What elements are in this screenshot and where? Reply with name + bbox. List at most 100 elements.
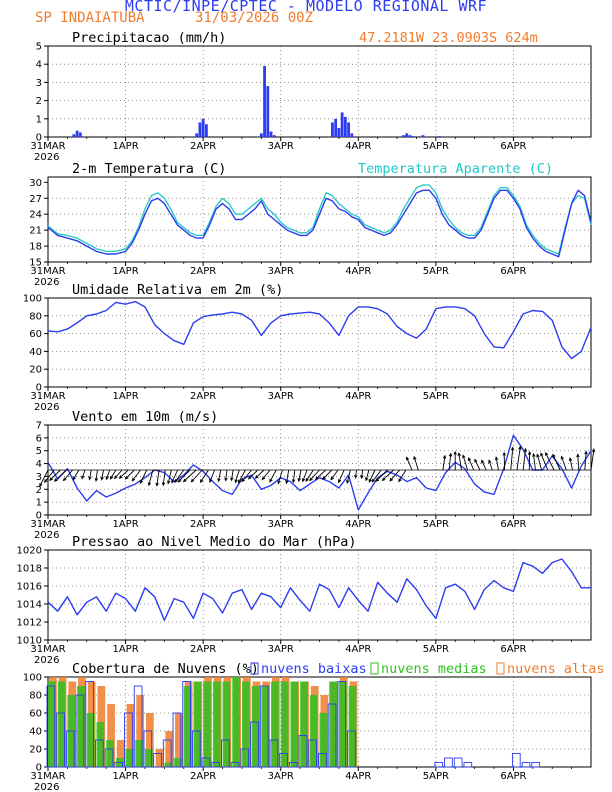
temp-ytick-label: 15 — [29, 258, 42, 269]
rh-title: Umidade Relativa em 2m (%) — [72, 282, 283, 298]
clouds-xtick-label: 1APR — [112, 771, 138, 782]
clouds-title: Cobertura de Nuvens (%) — [72, 661, 259, 677]
cloud-bar-low — [463, 762, 473, 768]
wind-arrow — [167, 469, 172, 484]
wind-arrow — [110, 469, 117, 480]
cloud-bar-low — [318, 753, 327, 768]
cloud-legend-box — [370, 662, 379, 675]
wind-arrow — [584, 451, 587, 471]
wind-arrow-head — [560, 455, 564, 460]
cloud-bar-mid — [164, 762, 173, 767]
wind-arrow — [39, 469, 49, 487]
wind-arrow — [183, 469, 197, 482]
precip-title: Precipitacao (mm/h) — [72, 30, 226, 46]
wind-arrow — [365, 469, 370, 481]
cloud-bar-mid — [86, 713, 95, 767]
cloud-bar-mid — [309, 695, 318, 767]
wind-arrow — [200, 469, 209, 483]
wind-arrow-head — [161, 482, 166, 487]
precip-bar — [75, 130, 79, 137]
wind-arrow — [309, 469, 320, 481]
wind-arrow-head — [552, 453, 556, 458]
model-title: MCTIC/INPE/CPTEC - MODELO REGIONAL WRF — [124, 0, 488, 15]
wind-arrow-head — [518, 445, 522, 450]
wind-arrow — [174, 469, 185, 483]
wind-arrow — [89, 469, 92, 480]
precip-xtick-label: 6APR — [500, 141, 526, 152]
temp-ytick-label: 21 — [29, 226, 42, 237]
cloud-bar-low — [182, 681, 191, 768]
wind-arrow-head — [291, 479, 296, 484]
wind-arrow — [217, 469, 222, 482]
wind-arrow — [269, 469, 277, 482]
wind-arrow-head — [269, 478, 273, 483]
temp-title: 2-m Temperatura (C) — [72, 161, 226, 177]
wind-arrow-head — [309, 477, 313, 482]
cloud-bar-high — [136, 695, 145, 767]
wind-arrow-head — [389, 477, 394, 482]
precip-bar — [437, 136, 441, 137]
wind-arrow-head — [305, 478, 309, 482]
wind-arrow-head — [241, 478, 246, 483]
temp-apparent-line — [47, 184, 592, 255]
wind-arrow — [305, 469, 314, 482]
cloud-bar-mid — [241, 681, 250, 767]
cloud-bar-low — [230, 762, 240, 768]
wind-ytick-label: 6 — [36, 433, 42, 444]
precip-bar — [331, 122, 334, 137]
wind-arrow-head — [53, 478, 58, 482]
wind-ytick-label: 7 — [36, 421, 42, 432]
cloud-bar-mid — [106, 740, 114, 767]
cloud-bar-mid — [135, 740, 144, 767]
wind-arrow-head — [238, 479, 242, 484]
wind-arrow-head — [536, 453, 540, 458]
wind-arrow — [346, 469, 351, 484]
wind-ytick-label: 1 — [36, 498, 42, 509]
wind-arrow-head — [297, 477, 301, 483]
wind-arrow — [298, 469, 302, 482]
temp-xtick-label: 31MAR — [30, 266, 65, 277]
wind-arrow-head — [368, 478, 372, 483]
temp-line — [47, 189, 592, 258]
wind-arrow — [241, 469, 252, 482]
wind-arrow — [156, 469, 160, 486]
wind-arrow-head — [118, 475, 123, 479]
rh-ytick-label: 0 — [36, 383, 42, 394]
precip-ytick-label: 1 — [36, 114, 42, 125]
clouds-ytick-label: 100 — [23, 673, 42, 684]
wind-arrow-head — [174, 479, 178, 483]
wind-arrow-head — [502, 451, 506, 456]
wind-arrow — [171, 469, 178, 483]
wind-arrow-head — [591, 448, 596, 453]
cloud-bar-low — [191, 730, 201, 768]
wind-title: Vento em 10m (m/s) — [72, 409, 218, 425]
rh-xtick-label: 6APR — [500, 391, 526, 402]
wind-arrow — [561, 456, 567, 471]
wind-arrow-head — [182, 478, 187, 483]
wind-arrow-head — [39, 483, 43, 488]
wind-arrow — [488, 460, 493, 471]
precip-ytick-label: 5 — [36, 42, 42, 53]
wind-arrow-head — [105, 476, 109, 481]
wind-ytick-label: 3 — [36, 472, 42, 483]
cloud-bar-low — [65, 730, 75, 768]
temp-xtick-label: 2APR — [190, 266, 216, 277]
wind-arrow — [292, 469, 296, 483]
rh-ytick-label: 100 — [23, 294, 42, 305]
pres-title: Pressao ao Nivel Medio do Mar (hPa) — [72, 534, 356, 550]
pres-ytick-label: 1010 — [17, 636, 42, 647]
wind-arrow — [95, 469, 98, 481]
wind-arrow-head — [49, 477, 53, 481]
wind-arrow-head — [247, 475, 252, 480]
wind-arrow-head — [177, 478, 182, 483]
wind-arrow — [448, 453, 452, 471]
wind-arrow — [540, 453, 549, 471]
rh-xtick-label: 3APR — [268, 391, 294, 402]
wind-arrow — [101, 469, 104, 480]
cloud-bar-low — [521, 762, 531, 768]
precip-bar — [405, 133, 409, 137]
rh-ytick-label: 40 — [29, 347, 42, 358]
wind-arrow-head — [494, 456, 499, 461]
rh-frame — [47, 297, 592, 388]
cloud-bar-low — [95, 739, 104, 768]
